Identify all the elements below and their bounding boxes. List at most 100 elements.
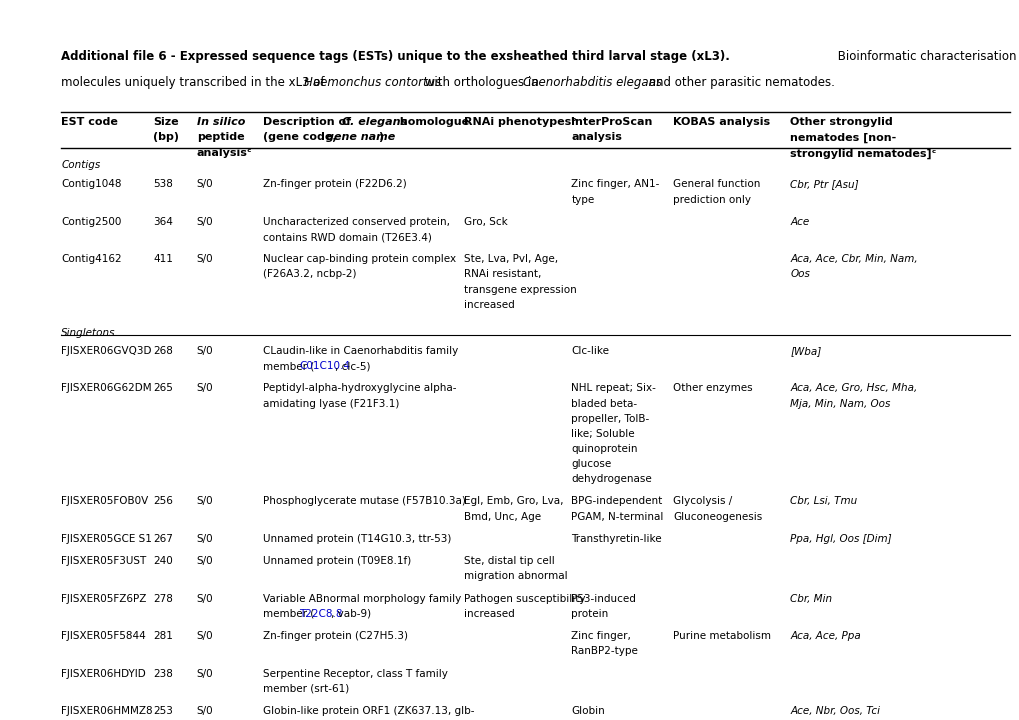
Text: Description of: Description of bbox=[263, 117, 355, 127]
Text: 253: 253 bbox=[153, 706, 172, 716]
Text: FJISXER06HDYID: FJISXER06HDYID bbox=[61, 669, 146, 678]
Text: S/0: S/0 bbox=[197, 346, 213, 356]
Text: S/0: S/0 bbox=[197, 557, 213, 566]
Text: [Wba]: [Wba] bbox=[790, 346, 821, 356]
Text: , vab-9): , vab-9) bbox=[330, 609, 370, 618]
Text: Purine metabolism: Purine metabolism bbox=[673, 631, 770, 641]
Text: Zinc finger,: Zinc finger, bbox=[571, 631, 631, 641]
Text: Cbr, Lsi, Tmu: Cbr, Lsi, Tmu bbox=[790, 497, 857, 506]
Text: Zn-finger protein (F22D6.2): Zn-finger protein (F22D6.2) bbox=[263, 179, 407, 189]
Text: S/0: S/0 bbox=[197, 669, 213, 678]
Text: Ste, distal tip cell: Ste, distal tip cell bbox=[464, 557, 554, 566]
Text: 281: 281 bbox=[153, 631, 172, 641]
Text: member (: member ( bbox=[263, 361, 314, 371]
Text: T22C8.8: T22C8.8 bbox=[299, 609, 342, 618]
Text: Egl, Emb, Gro, Lva,: Egl, Emb, Gro, Lva, bbox=[464, 497, 564, 506]
Text: Serpentine Receptor, class T family: Serpentine Receptor, class T family bbox=[263, 669, 447, 678]
Text: Nuclear cap-binding protein complex: Nuclear cap-binding protein complex bbox=[263, 254, 455, 264]
Text: strongylid nematodes]ᶜ: strongylid nematodes]ᶜ bbox=[790, 148, 935, 158]
Text: C01C10.4: C01C10.4 bbox=[299, 361, 350, 371]
Text: 267: 267 bbox=[153, 534, 172, 544]
Text: NHL repeat; Six-: NHL repeat; Six- bbox=[571, 383, 655, 393]
Text: FJISXER05FOB0V: FJISXER05FOB0V bbox=[61, 497, 149, 506]
Text: Oos: Oos bbox=[790, 269, 809, 279]
Text: Globin: Globin bbox=[571, 706, 604, 716]
Text: Ppa, Hgl, Oos [Dim]: Ppa, Hgl, Oos [Dim] bbox=[790, 534, 892, 544]
Text: molecules uniquely transcribed in the xL3 of: molecules uniquely transcribed in the xL… bbox=[61, 76, 328, 89]
Text: FJISXER06G62DM: FJISXER06G62DM bbox=[61, 383, 152, 393]
Text: glucose: glucose bbox=[571, 459, 610, 469]
Text: S/0: S/0 bbox=[197, 706, 213, 716]
Text: Aca, Ace, Gro, Hsc, Mha,: Aca, Ace, Gro, Hsc, Mha, bbox=[790, 383, 917, 393]
Text: homologue: homologue bbox=[395, 117, 469, 127]
Text: S/0: S/0 bbox=[197, 593, 213, 603]
Text: S/0: S/0 bbox=[197, 254, 213, 264]
Text: RNAi phenotypesᵇ: RNAi phenotypesᵇ bbox=[464, 117, 576, 127]
Text: KOBAS analysis: KOBAS analysis bbox=[673, 117, 769, 127]
Text: C. elegans: C. elegans bbox=[341, 117, 407, 127]
Text: RNAi resistant,: RNAi resistant, bbox=[464, 269, 541, 279]
Text: increased: increased bbox=[464, 300, 515, 310]
Text: Contigs: Contigs bbox=[61, 160, 100, 170]
Text: Uncharacterized conserved protein,: Uncharacterized conserved protein, bbox=[263, 217, 449, 227]
Text: RanBP2-type: RanBP2-type bbox=[571, 647, 638, 656]
Text: S/0: S/0 bbox=[197, 217, 213, 227]
Text: like; Soluble: like; Soluble bbox=[571, 429, 634, 438]
Text: Other enzymes: Other enzymes bbox=[673, 383, 752, 393]
Text: member (srt-61): member (srt-61) bbox=[263, 684, 350, 693]
Text: 278: 278 bbox=[153, 593, 172, 603]
Text: Pathogen susceptibility: Pathogen susceptibility bbox=[464, 593, 585, 603]
Text: analysis: analysis bbox=[571, 132, 622, 143]
Text: S/0: S/0 bbox=[197, 497, 213, 506]
Text: Aca, Ace, Cbr, Min, Nam,: Aca, Ace, Cbr, Min, Nam, bbox=[790, 254, 917, 264]
Text: (gene code,: (gene code, bbox=[263, 132, 340, 143]
Text: InterProScan: InterProScan bbox=[571, 117, 652, 127]
Text: 240: 240 bbox=[153, 557, 172, 566]
Text: Bmd, Unc, Age: Bmd, Unc, Age bbox=[464, 512, 541, 521]
Text: Gro, Sck: Gro, Sck bbox=[464, 217, 507, 227]
Text: FJISXER06HMMZ8: FJISXER06HMMZ8 bbox=[61, 706, 153, 716]
Text: 238: 238 bbox=[153, 669, 172, 678]
Text: In silico: In silico bbox=[197, 117, 245, 127]
Text: S/0: S/0 bbox=[197, 179, 213, 189]
Text: Phosphoglycerate mutase (F57B10.3a): Phosphoglycerate mutase (F57B10.3a) bbox=[263, 497, 466, 506]
Text: Clc-like: Clc-like bbox=[571, 346, 608, 356]
Text: FJISXER05F3UST: FJISXER05F3UST bbox=[61, 557, 147, 566]
Text: gene name: gene name bbox=[326, 132, 395, 143]
Text: P53-induced: P53-induced bbox=[571, 593, 636, 603]
Text: protein: protein bbox=[571, 609, 608, 618]
Text: S/0: S/0 bbox=[197, 383, 213, 393]
Text: 411: 411 bbox=[153, 254, 172, 264]
Text: Additional file 6 - Expressed sequence tags (ESTs) unique to the exsheathed thir: Additional file 6 - Expressed sequence t… bbox=[61, 50, 730, 63]
Text: member (: member ( bbox=[263, 609, 314, 618]
Text: 265: 265 bbox=[153, 383, 172, 393]
Text: FJISXER05GCE S1: FJISXER05GCE S1 bbox=[61, 534, 152, 544]
Text: Contig4162: Contig4162 bbox=[61, 254, 121, 264]
Text: Cbr, Ptr [Asu]: Cbr, Ptr [Asu] bbox=[790, 179, 858, 189]
Text: Other strongylid: Other strongylid bbox=[790, 117, 893, 127]
Text: and other parasitic nematodes.: and other parasitic nematodes. bbox=[644, 76, 834, 89]
Text: General function: General function bbox=[673, 179, 760, 189]
Text: Bioinformatic characterisation of ESTs encoding: Bioinformatic characterisation of ESTs e… bbox=[834, 50, 1019, 63]
Text: Contig2500: Contig2500 bbox=[61, 217, 121, 227]
Text: quinoprotein: quinoprotein bbox=[571, 444, 637, 454]
Text: Unnamed protein (T09E8.1f): Unnamed protein (T09E8.1f) bbox=[263, 557, 411, 566]
Text: Zinc finger, AN1-: Zinc finger, AN1- bbox=[571, 179, 659, 189]
Text: prediction only: prediction only bbox=[673, 194, 750, 204]
Text: Contig1048: Contig1048 bbox=[61, 179, 121, 189]
Text: bladed beta-: bladed beta- bbox=[571, 399, 637, 408]
Text: FJISXER05FZ6PZ: FJISXER05FZ6PZ bbox=[61, 593, 147, 603]
Text: amidating lyase (F21F3.1): amidating lyase (F21F3.1) bbox=[263, 399, 399, 408]
Text: propeller, TolB-: propeller, TolB- bbox=[571, 413, 649, 423]
Text: Zn-finger protein (C27H5.3): Zn-finger protein (C27H5.3) bbox=[263, 631, 408, 641]
Text: Cbr, Min: Cbr, Min bbox=[790, 593, 832, 603]
Text: , clc-5): , clc-5) bbox=[335, 361, 370, 371]
Text: 538: 538 bbox=[153, 179, 172, 189]
Text: Gluconeogenesis: Gluconeogenesis bbox=[673, 512, 762, 521]
Text: Caenorhabditis elegans: Caenorhabditis elegans bbox=[523, 76, 662, 89]
Text: Ace: Ace bbox=[790, 217, 809, 227]
Text: transgene expression: transgene expression bbox=[464, 284, 577, 294]
Text: Globin-like protein ORF1 (ZK637.13, glb-: Globin-like protein ORF1 (ZK637.13, glb- bbox=[263, 706, 474, 716]
Text: 364: 364 bbox=[153, 217, 172, 227]
Text: S/0: S/0 bbox=[197, 631, 213, 641]
